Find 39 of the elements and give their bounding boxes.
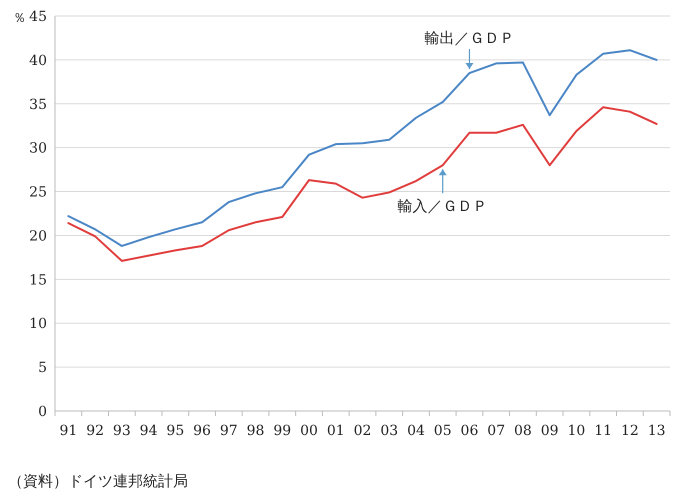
y-tick-label: 0 [38,404,47,420]
y-tick-label: 20 [29,228,47,244]
x-tick-label: 98 [246,423,264,439]
x-tick-label: 97 [220,423,238,439]
y-tick-label: 15 [29,272,47,288]
y-axis-title: ％ [13,11,26,26]
y-tick-label: 40 [29,52,47,69]
x-tick-label: 13 [648,423,666,439]
x-tick-label: 91 [59,423,78,439]
y-tick-label: 5 [38,360,47,376]
annotation: 輸入／ＧＤＰ [398,197,488,216]
line-series [67,106,658,262]
x-tick-label: 95 [166,423,184,439]
y-tick-label: 30 [29,140,47,157]
line-series [67,49,658,247]
x-tick-label: 08 [514,423,532,439]
x-tick-label: 11 [594,423,612,439]
x-tick-label: 92 [86,423,104,439]
x-tick-label: 93 [112,423,131,439]
x-tick-label: 06 [460,423,478,439]
x-tick-label: 12 [620,423,639,439]
x-tick-label: 94 [140,423,158,439]
text: （資料）ドイツ連邦統計局 [8,472,188,490]
annotation: 輸出／ＧＤＰ [424,29,514,48]
x-tick-label: 04 [407,423,425,439]
x-tick-label: 05 [434,423,452,439]
y-tick-label: 35 [29,96,47,113]
x-tick-label: 07 [487,423,506,439]
y-tick-label: 25 [29,184,47,201]
x-tick-label: 09 [540,423,559,439]
x-tick-label: 02 [354,423,372,439]
y-tick-label: 45 [29,9,47,25]
x-tick-label: 03 [380,423,398,439]
x-tick-label: 10 [568,423,586,439]
x-tick-label: 96 [193,423,212,439]
x-tick-label: 99 [273,423,292,439]
x-tick-label: 01 [326,423,345,439]
y-tick-label: 10 [29,316,47,332]
x-tick-label: 00 [300,423,318,439]
